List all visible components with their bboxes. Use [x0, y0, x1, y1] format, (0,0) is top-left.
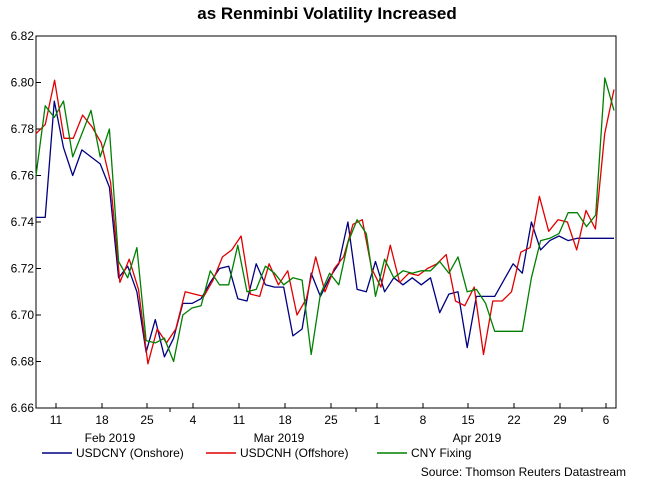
series-line-usdcnh-line: [35, 79, 615, 365]
series-line-usdcny-line: [36, 100, 614, 358]
y-tick-label: 6.68: [11, 355, 35, 369]
x-tick-label: 1: [374, 413, 381, 427]
legend-label-usdcnh: USDCNH (Offshore): [240, 446, 348, 460]
x-tick-label: 18: [95, 413, 109, 427]
legend-label-usdcny: USDCNY (Onshore): [76, 446, 184, 460]
month-label: Mar 2019: [254, 431, 305, 445]
x-tick-label: 8: [420, 413, 427, 427]
y-axis: 6.82 6.80 6.78 6.76 6.74 6.72 6.70 6.68 6.66: [11, 29, 41, 415]
x-tick-label: 11: [233, 413, 246, 427]
plot-frame: [35, 35, 617, 409]
x-tick-label: 22: [507, 413, 521, 427]
x-tick-label: 25: [140, 413, 154, 427]
y-tick-label: 6.70: [11, 308, 35, 322]
chart-title: as Renminbi Volatility Increased: [197, 4, 457, 23]
x-tick-label: 29: [553, 413, 567, 427]
x-tick-label: 4: [190, 413, 197, 427]
source-note: Source: Thomson Reuters Datastream: [421, 465, 626, 479]
x-tick-label: 15: [461, 413, 475, 427]
month-label: Apr 2019: [453, 431, 502, 445]
x-tick-label: 25: [324, 413, 338, 427]
y-tick-label: 6.82: [11, 29, 35, 43]
month-label: Feb 2019: [85, 431, 136, 445]
series-lines: [35, 77, 615, 365]
legend-label-cny-fixing: CNY Fixing: [411, 446, 471, 460]
legend: USDCNY (Onshore) USDCNH (Offshore) CNY F…: [42, 446, 471, 460]
x-tick-label: 6: [603, 413, 610, 427]
x-tick-label: 11: [50, 413, 63, 427]
y-tick-label: 6.72: [11, 262, 35, 276]
y-tick-label: 6.78: [11, 122, 35, 136]
y-tick-label: 6.80: [11, 76, 35, 90]
y-tick-label: 6.66: [11, 401, 35, 415]
y-tick-label: 6.74: [11, 215, 35, 229]
series-line-cny-fixing-line: [35, 77, 615, 363]
y-tick-label: 6.76: [11, 169, 35, 183]
x-tick-label: 18: [278, 413, 292, 427]
